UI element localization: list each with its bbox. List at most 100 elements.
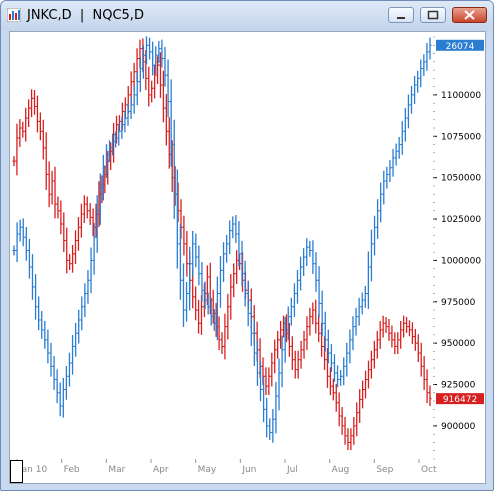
price-bar xyxy=(406,94,411,129)
price-bar xyxy=(302,330,306,359)
price-bar xyxy=(212,309,216,331)
price-bar xyxy=(334,383,338,412)
price-bar xyxy=(175,169,179,269)
minimize-button[interactable] xyxy=(388,7,414,23)
price-bar xyxy=(220,332,224,355)
price-bar xyxy=(41,119,45,160)
price-bar xyxy=(114,131,118,148)
price-bar xyxy=(393,332,397,355)
price-bar xyxy=(200,262,204,302)
price-bar xyxy=(422,356,426,390)
price-bar xyxy=(268,418,272,441)
price-bar xyxy=(225,234,229,263)
price-bar xyxy=(101,154,105,201)
x-tick-label: Jul xyxy=(286,465,298,475)
price-bar xyxy=(379,182,383,223)
price-bar xyxy=(24,226,28,261)
price-bar xyxy=(332,354,337,382)
price-bar xyxy=(184,281,189,322)
price-bar xyxy=(366,360,371,389)
price-bar xyxy=(299,340,303,369)
price-bar xyxy=(126,103,130,126)
price-bar xyxy=(361,380,365,409)
price-bar xyxy=(335,365,340,388)
price-bar xyxy=(409,85,414,114)
price-bar xyxy=(53,166,57,219)
price-bar xyxy=(27,99,31,128)
price-bar xyxy=(428,385,432,406)
price-bar xyxy=(342,357,346,386)
price-bar xyxy=(67,352,72,387)
price-bar xyxy=(302,248,306,276)
price-bar xyxy=(337,392,341,427)
price-bar xyxy=(372,340,376,369)
price-bar xyxy=(52,356,56,390)
price-bar xyxy=(369,229,374,282)
price-bar xyxy=(339,369,343,386)
price-bar xyxy=(323,311,327,352)
x-tick-label: Aug xyxy=(332,465,350,475)
window-title: JNKC,D | NQC5,D xyxy=(27,8,144,23)
price-bar xyxy=(357,297,361,326)
price-bar xyxy=(317,314,321,343)
price-bar xyxy=(70,244,75,273)
price-bar xyxy=(64,365,68,400)
last-value-labels: 916472 26074 xyxy=(436,39,484,405)
price-bar xyxy=(27,238,32,279)
price-bar xyxy=(160,39,164,68)
price-bar xyxy=(283,317,287,363)
price-bar xyxy=(88,203,92,225)
price-bar xyxy=(209,297,213,326)
price-bar xyxy=(49,342,53,377)
price-bar xyxy=(228,220,232,255)
price-bar xyxy=(326,329,330,364)
svg-text:26074: 26074 xyxy=(446,42,475,52)
price-bar xyxy=(264,367,268,396)
price-bar xyxy=(305,238,309,267)
minimize-icon xyxy=(397,17,405,19)
price-bar xyxy=(425,369,429,404)
price-bar xyxy=(68,254,72,271)
price-bar xyxy=(412,76,417,104)
price-bar xyxy=(249,300,253,347)
price-bar xyxy=(348,329,352,364)
price-bar xyxy=(46,329,50,364)
price-bar xyxy=(147,37,152,60)
x-tick-label: Jan 10 xyxy=(18,465,47,475)
price-bar xyxy=(237,221,241,267)
price-bar xyxy=(166,59,170,118)
price-bar xyxy=(197,245,201,286)
price-bar xyxy=(206,292,210,315)
price-bar xyxy=(15,222,19,263)
price-bar xyxy=(61,377,65,418)
price-bar xyxy=(403,107,407,142)
price-bar xyxy=(280,335,284,388)
price-bar xyxy=(85,196,89,219)
price-bar xyxy=(366,251,370,310)
price-bar xyxy=(240,240,244,287)
price-bar xyxy=(73,230,78,265)
title-bar[interactable]: JNKC,D | NQC5,D xyxy=(1,1,493,31)
price-bar xyxy=(163,46,167,87)
price-bar xyxy=(35,95,40,133)
y-tick-label: 1050000 xyxy=(441,174,481,184)
price-bar xyxy=(400,121,404,155)
price-bar xyxy=(232,263,236,298)
price-bar xyxy=(286,306,290,341)
price-bar xyxy=(167,117,171,169)
y-tick-label: 1000000 xyxy=(441,256,481,266)
price-bar xyxy=(292,283,297,318)
price-bar xyxy=(376,199,380,239)
price-bar xyxy=(37,296,41,331)
y-axis: 900000 925000 950000 975000 1000000 1025000 10… xyxy=(433,36,481,460)
close-icon xyxy=(464,10,475,20)
price-bar xyxy=(402,315,406,338)
scroll-box[interactable] xyxy=(10,460,23,483)
plot-area xyxy=(9,31,486,484)
price-bar xyxy=(243,260,247,307)
close-button[interactable] xyxy=(452,7,487,23)
price-bar xyxy=(363,370,368,399)
maximize-button[interactable] xyxy=(420,7,446,23)
y-tick-label: 900000 xyxy=(441,422,476,432)
price-bar xyxy=(381,315,385,338)
